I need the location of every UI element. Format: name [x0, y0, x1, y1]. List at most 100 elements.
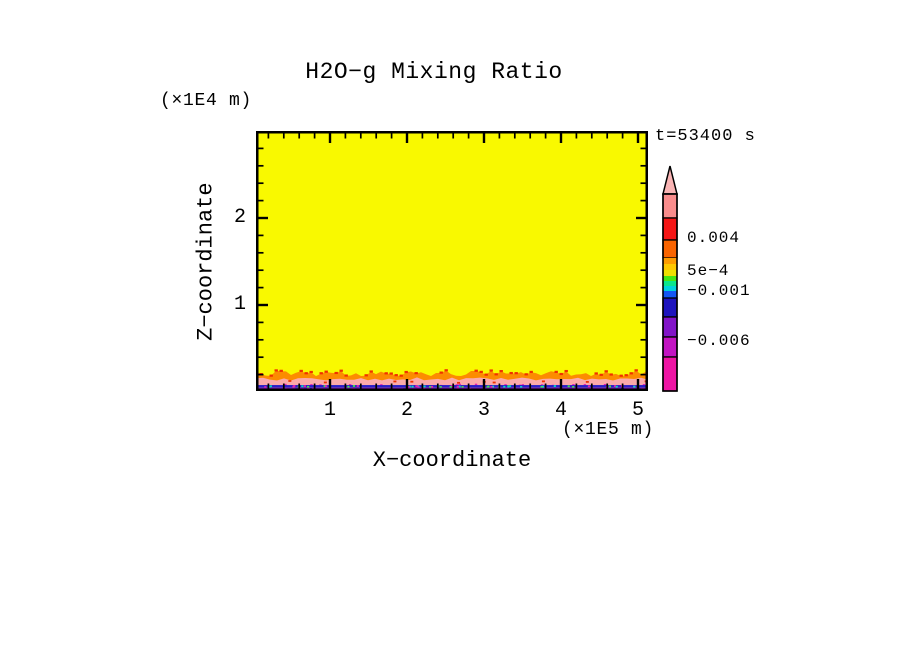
red-fleck [457, 381, 461, 384]
speckle [430, 385, 434, 388]
colorbar-segment [662, 239, 678, 259]
colorbar-segment [663, 270, 677, 276]
speckle [352, 385, 356, 387]
red-fleck [344, 374, 348, 377]
speckle [540, 386, 543, 388]
heatmap-plot-area [256, 131, 648, 391]
colorbar-segment [662, 193, 678, 219]
speckle [508, 385, 512, 388]
speckle [416, 385, 419, 388]
speckle [429, 386, 432, 388]
red-fleck [619, 374, 623, 377]
magenta-fleck [284, 383, 287, 386]
field-interior [256, 131, 648, 391]
magenta-fleck [380, 384, 383, 386]
colorbar-level-label: 5e−4 [687, 262, 730, 280]
red-fleck [319, 372, 323, 375]
magenta-fleck [504, 384, 507, 386]
red-fleck [324, 370, 328, 373]
speckle [456, 385, 459, 388]
red-fleck [393, 380, 397, 383]
x-tick-label: 1 [323, 399, 336, 422]
red-fleck [524, 373, 528, 376]
speckle [411, 385, 414, 388]
magenta-fleck [572, 384, 575, 386]
speckle [608, 385, 612, 388]
colorbar-level-label: −0.006 [687, 332, 751, 350]
speckle [567, 385, 570, 388]
speckle [507, 385, 510, 388]
x-axis-unit-label: (×1E5 m) [562, 420, 655, 440]
colorbar-level-label: −0.001 [687, 282, 751, 300]
red-fleck [399, 374, 403, 377]
y-axis-title: Z−coordinate [193, 182, 219, 341]
colorbar-segment [663, 264, 677, 270]
red-fleck [410, 380, 414, 383]
speckle [490, 386, 493, 388]
speckle [269, 385, 272, 388]
y-tick-label: 2 [233, 206, 246, 229]
colorbar-segment [662, 356, 678, 392]
colorbar-segment [663, 276, 677, 281]
red-fleck [604, 370, 608, 373]
speckle [408, 385, 411, 388]
red-fleck [474, 369, 478, 372]
red-fleck [609, 373, 613, 376]
red-fleck [364, 374, 368, 377]
magenta-fleck [540, 384, 544, 386]
speckle [541, 386, 544, 388]
plot-frame [256, 131, 648, 391]
red-fleck [414, 372, 418, 375]
red-fleck [624, 374, 628, 377]
red-fleck [634, 369, 638, 372]
speckle [461, 386, 464, 388]
red-fleck [299, 369, 303, 373]
speckle [356, 385, 359, 387]
red-fleck [394, 374, 398, 377]
speckle [449, 386, 452, 388]
magenta-fleck [458, 383, 461, 386]
red-fleck [585, 381, 589, 383]
speckle [307, 385, 310, 388]
red-fleck [559, 372, 563, 376]
magenta-fleck [455, 384, 459, 386]
x-tick-label: 5 [631, 399, 644, 422]
speckle [264, 386, 267, 389]
red-fleck [489, 369, 493, 372]
magenta-fleck [310, 384, 313, 386]
speckle [458, 385, 461, 388]
colorbar-level-label: 0.004 [687, 229, 741, 247]
pink-band [256, 376, 648, 386]
red-fleck [479, 370, 483, 373]
magenta-fleck [583, 384, 587, 386]
red-fleck [384, 372, 388, 375]
speckle [491, 385, 495, 388]
x-axis-title: X−coordinate [372, 448, 532, 473]
colorbar-segment [663, 286, 677, 291]
magenta-fleck [603, 383, 607, 386]
red-fleck [554, 370, 558, 373]
red-contour-flecks [259, 369, 648, 384]
red-fleck [279, 369, 283, 372]
colorbar-segment [662, 316, 678, 338]
speckle [613, 385, 617, 387]
colorbar-arrow-tip [662, 165, 678, 195]
red-fleck [334, 371, 338, 375]
red-fleck [494, 373, 498, 376]
speckle [303, 385, 306, 387]
y-tick-label: 1 [233, 293, 246, 316]
red-fleck [439, 371, 443, 374]
red-fleck [269, 374, 273, 377]
red-fleck [541, 380, 545, 383]
speckle [407, 386, 410, 388]
speckle [347, 385, 350, 388]
red-fleck [564, 369, 568, 373]
x-tick-label: 4 [554, 399, 567, 422]
speckle [633, 385, 636, 388]
speckle [325, 385, 328, 388]
speckle [323, 385, 326, 387]
speckle [415, 385, 418, 387]
red-fleck [389, 372, 393, 375]
chart-title: H2O−g Mixing Ratio [305, 59, 563, 85]
red-fleck [492, 381, 496, 384]
